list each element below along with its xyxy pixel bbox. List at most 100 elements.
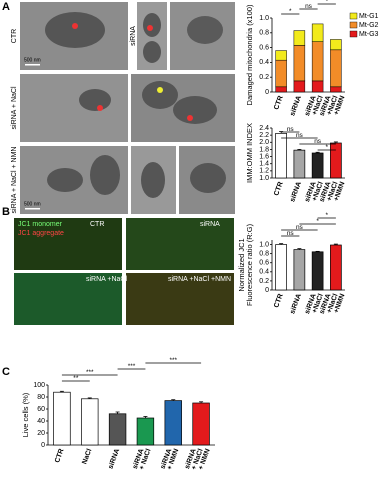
- x-tick-label: CTR: [273, 293, 284, 309]
- bar-segment: [275, 50, 287, 61]
- scale-bar: 500 nm: [24, 201, 41, 207]
- y-tick-label: 1.0: [259, 175, 269, 182]
- significance-label: ns: [296, 132, 304, 139]
- bar-segment: [311, 23, 324, 42]
- bar-segment: [275, 86, 287, 93]
- y-tick-label: 1.0: [259, 15, 269, 22]
- bar: [275, 244, 287, 291]
- significance-label: *: [316, 218, 319, 225]
- fluorescence-images: JC1 monomer JC1 aggregate CTR siRNA siRN…: [14, 218, 234, 325]
- significance-label: ***: [86, 369, 94, 376]
- legend-swatch: [349, 12, 358, 20]
- significance-label: *: [325, 212, 328, 219]
- x-tick-label: CTR: [273, 95, 284, 111]
- x-tick-label: siRNA: [107, 448, 121, 470]
- bar-segment: [311, 41, 324, 82]
- bar: [192, 402, 210, 446]
- y-tick-label: 0.6: [259, 44, 269, 51]
- bar: [330, 244, 342, 291]
- bar: [330, 142, 342, 179]
- significance-label: *: [325, 0, 328, 5]
- bar-segment: [330, 86, 342, 93]
- row-label: siRNA + NaCl: [11, 86, 18, 129]
- significance-label: ***: [169, 357, 177, 364]
- panel-label: B: [2, 206, 10, 218]
- legend-text: JC1 aggregate: [18, 230, 64, 237]
- image-label: siRNA: [200, 221, 220, 228]
- bar: [293, 249, 306, 291]
- y-axis-label: Live cells (%): [21, 392, 30, 437]
- y-tick-label: 80: [37, 394, 45, 401]
- legend-swatch: [349, 30, 358, 38]
- y-tick-label: 40: [37, 418, 45, 425]
- y-axis-label: Fluorescence ratio (R:G): [245, 223, 254, 306]
- y-tick-label: 0.4: [259, 59, 269, 66]
- y-tick-label: 0: [265, 89, 269, 96]
- significance-label: ns: [296, 224, 304, 231]
- bar: [164, 400, 182, 446]
- y-tick-label: 0: [41, 442, 45, 449]
- bar: [275, 133, 287, 179]
- scale-bar: 500 nm: [24, 57, 41, 63]
- y-tick-label: 1.8: [259, 146, 269, 153]
- micrographs: 500 nm 500 nm CTR siRNA + NaCl siRNA + N…: [11, 2, 235, 214]
- bar-segment: [275, 59, 287, 88]
- y-tick-label: 0.4: [259, 269, 269, 276]
- y-tick-label: 20: [37, 430, 45, 437]
- row-label: CTR: [11, 29, 18, 43]
- y-axis-label: IMM:OMM INDEX: [245, 123, 254, 183]
- y-tick-label: 0.6: [259, 260, 269, 267]
- bar: [311, 152, 324, 179]
- bar: [136, 417, 155, 446]
- y-tick-label: 0: [265, 287, 269, 294]
- legend-label: Mt-G3: [359, 31, 379, 38]
- significance-label: **: [73, 375, 79, 382]
- y-tick-label: 100: [33, 382, 45, 389]
- image-label: siRNA +NaCl: [86, 276, 127, 283]
- row-label: siRNA + NaCl + NMN: [11, 147, 18, 214]
- legend-text: JC1 monomer: [18, 221, 63, 228]
- bar-segment: [330, 49, 342, 88]
- y-axis-label: Damaged mitochondria (x100): [245, 4, 254, 105]
- image-label: CTR: [90, 221, 104, 228]
- x-tick-label: siRNA: [289, 95, 303, 117]
- x-tick-label: CTR: [273, 181, 284, 197]
- image-label: siRNA +NaCl +NMN: [168, 276, 231, 283]
- bar: [81, 398, 99, 446]
- y-tick-label: 1.2: [259, 168, 269, 175]
- bar-segment: [293, 45, 306, 82]
- significance-label: ***: [128, 363, 136, 370]
- y-tick-label: 60: [37, 406, 45, 413]
- y-tick-label: 1.4: [259, 161, 269, 168]
- y-tick-label: 2.0: [259, 139, 269, 146]
- legend-label: Mt-G1: [359, 13, 379, 20]
- legend-label: Mt-G2: [359, 22, 379, 29]
- y-tick-label: 2.4: [259, 125, 269, 132]
- bar: [53, 391, 71, 446]
- y-tick-label: 0.8: [259, 30, 269, 37]
- y-tick-label: 1.0: [259, 241, 269, 248]
- column-label: siRNA: [130, 26, 137, 46]
- bar: [108, 413, 127, 446]
- x-tick-label: CTR: [54, 448, 65, 464]
- y-tick-label: 0.2: [259, 278, 269, 285]
- legend-swatch: [349, 21, 358, 29]
- bar-segment: [330, 39, 342, 51]
- x-tick-label: NaCl: [81, 448, 93, 465]
- panel-label: A: [2, 1, 10, 13]
- bar-segment: [311, 80, 324, 93]
- y-tick-label: 2.2: [259, 132, 269, 139]
- significance-label: ns: [305, 3, 313, 10]
- significance-label: ns: [287, 126, 295, 133]
- significance-label: *: [289, 8, 292, 15]
- panel-label: C: [2, 366, 10, 378]
- bar-segment: [293, 80, 306, 93]
- y-axis-label: Normalized JC1: [237, 238, 246, 291]
- bar: [293, 149, 306, 179]
- significance-label: ns: [314, 138, 322, 145]
- significance-label: ns: [287, 230, 295, 237]
- y-tick-label: 0.2: [259, 74, 269, 81]
- x-tick-label: siRNA: [289, 181, 303, 203]
